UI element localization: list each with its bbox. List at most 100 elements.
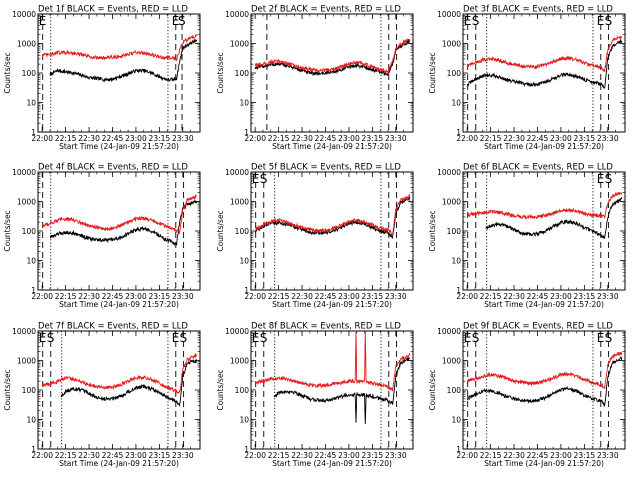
- event-marker-label: S: [605, 172, 613, 186]
- y-tick-label: 10: [451, 257, 461, 266]
- event-marker-label: E: [252, 172, 260, 186]
- x-tick-label: 23:15: [149, 292, 171, 301]
- x-tick-label: 22:15: [268, 134, 290, 143]
- lld-series-line: [254, 331, 411, 392]
- detector-panel-1: Det 1f BLACK = Events, RED = LLD 1 10 100 10…: [3, 5, 201, 151]
- event-marker-label: S: [605, 331, 613, 345]
- x-tick-label: 23:30: [172, 292, 194, 301]
- x-tick-label: 22:15: [480, 292, 502, 301]
- events-series-line: [254, 196, 411, 239]
- y-tick-label: 1: [244, 445, 249, 454]
- lld-series-line: [41, 33, 198, 62]
- x-axis-label: Start Time (24-Jan-09 21:57:20): [484, 142, 604, 151]
- lld-series-line: [41, 352, 198, 395]
- y-tick-label: 1: [31, 286, 36, 295]
- x-tick-label: 22:45: [527, 451, 549, 460]
- events-series-line: [466, 356, 623, 407]
- y-tick-label: 1: [456, 128, 461, 137]
- y-tick-label: 100: [447, 69, 462, 78]
- y-tick-label: 10: [451, 416, 461, 425]
- x-tick-label: 23:30: [597, 134, 619, 143]
- x-tick-label: 22:00: [244, 451, 266, 460]
- lld-series-line: [467, 351, 623, 390]
- x-tick-label: 23:00: [550, 292, 572, 301]
- lld-series-line: [466, 192, 623, 221]
- events-series-line: [466, 38, 623, 89]
- y-tick-label: 10000: [225, 327, 249, 336]
- y-tick-label: 1000: [230, 357, 249, 366]
- x-tick-label: 22:45: [315, 292, 337, 301]
- events-series-line: [485, 196, 623, 239]
- y-tick-label: 1000: [17, 40, 36, 49]
- y-tick-label: 100: [22, 69, 37, 78]
- event-marker-label: S: [605, 14, 613, 28]
- x-tick-label: 23:00: [550, 134, 572, 143]
- panel-title: Det 4f BLACK = Events, RED = LLD: [38, 163, 188, 173]
- event-marker-label: E: [464, 14, 472, 28]
- x-axis-label: Start Time (24-Jan-09 21:57:20): [59, 300, 179, 309]
- events-series-line: [273, 356, 411, 424]
- x-tick-label: 22:00: [456, 451, 478, 460]
- x-tick-label: 22:30: [78, 451, 100, 460]
- y-tick-label: 1000: [442, 198, 461, 207]
- panel-title: Det 1f BLACK = Events, RED = LLD: [38, 5, 188, 15]
- y-tick-label: 1000: [230, 40, 249, 49]
- x-tick-label: 23:30: [597, 292, 619, 301]
- x-tick-label: 22:00: [31, 292, 53, 301]
- y-tick-label: 10: [239, 416, 249, 425]
- y-tick-label: 10000: [12, 168, 36, 177]
- x-tick-label: 23:15: [574, 451, 596, 460]
- detector-panel-5: Det 5f BLACK = Events, RED = LLD 1 10 100 10…: [216, 163, 414, 309]
- x-tick-label: 22:15: [268, 292, 290, 301]
- detector-panel-9: Det 9f BLACK = Events, RED = LLD 1 10 100 10…: [428, 322, 626, 468]
- y-tick-label: 10: [26, 416, 36, 425]
- x-tick-label: 23:00: [338, 134, 360, 143]
- x-tick-label: 23:00: [125, 134, 147, 143]
- x-tick-label: 23:15: [149, 451, 171, 460]
- y-tick-label: 10000: [12, 327, 36, 336]
- event-marker-label: E: [464, 331, 472, 345]
- x-tick-label: 22:30: [291, 134, 313, 143]
- x-tick-label: 23:30: [385, 292, 407, 301]
- y-tick-label: 100: [22, 386, 37, 395]
- y-tick-label: 1000: [442, 357, 461, 366]
- x-tick-label: 22:00: [244, 292, 266, 301]
- y-axis-label: Counts/sec: [3, 52, 12, 93]
- events-series-line: [49, 199, 198, 247]
- y-tick-label: 1: [31, 445, 36, 454]
- y-tick-label: 100: [235, 386, 250, 395]
- x-tick-label: 23:30: [385, 134, 407, 143]
- y-tick-label: 10000: [437, 10, 461, 19]
- detector-panel-6: Det 6f BLACK = Events, RED = LLD 1 10 100 10…: [428, 163, 626, 309]
- x-axis-label: Start Time (24-Jan-09 21:57:20): [272, 300, 392, 309]
- y-tick-label: 10: [26, 99, 36, 108]
- events-series-line: [49, 38, 198, 83]
- x-tick-label: 23:15: [574, 134, 596, 143]
- event-marker-label: E: [39, 14, 47, 28]
- y-tick-label: 100: [447, 227, 462, 236]
- x-axis-label: Start Time (24-Jan-09 21:57:20): [484, 300, 604, 309]
- detector-panel-8: Det 8f BLACK = Events, RED = LLD 1 10 100 10…: [216, 322, 414, 468]
- detector-panel-3: Det 3f BLACK = Events, RED = LLD 1 10 100 10…: [428, 5, 626, 151]
- x-tick-label: 23:00: [125, 451, 147, 460]
- y-tick-label: 100: [235, 69, 250, 78]
- x-tick-label: 23:30: [385, 451, 407, 460]
- panel-title: Det 6f BLACK = Events, RED = LLD: [463, 163, 613, 173]
- lld-series-line: [41, 193, 198, 234]
- event-marker-label: S: [178, 14, 186, 28]
- x-tick-label: 22:15: [55, 292, 77, 301]
- events-series-line: [254, 39, 411, 77]
- y-tick-label: 10000: [225, 168, 249, 177]
- x-tick-label: 23:15: [574, 292, 596, 301]
- x-tick-label: 22:45: [102, 292, 124, 301]
- y-axis-label: Counts/sec: [3, 210, 12, 251]
- x-axis-label: Start Time (24-Jan-09 21:57:20): [59, 459, 179, 468]
- detector-panel-2: Det 2f BLACK = Events, RED = LLD 1 10 100 10…: [216, 5, 414, 151]
- x-tick-label: 22:45: [315, 134, 337, 143]
- x-tick-label: 23:15: [362, 134, 384, 143]
- y-tick-label: 10: [451, 99, 461, 108]
- detector-panel-4: Det 4f BLACK = Events, RED = LLD 1 10 100 10…: [3, 163, 201, 309]
- x-tick-label: 22:30: [291, 451, 313, 460]
- x-axis-label: Start Time (24-Jan-09 21:57:20): [272, 459, 392, 468]
